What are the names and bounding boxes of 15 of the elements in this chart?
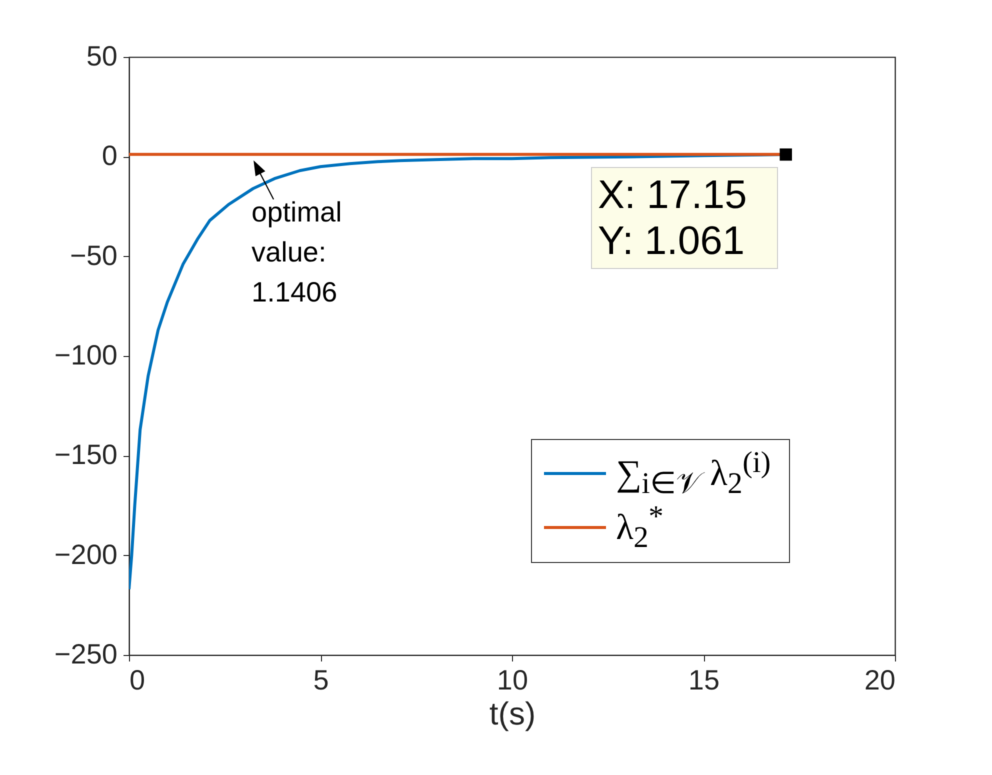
x-tick-label: 15	[688, 664, 720, 696]
x-tick-label: 20	[864, 664, 896, 696]
x-tick-label: 5	[313, 664, 329, 696]
y-tick-label: −250	[54, 638, 118, 670]
y-tick-label: −200	[54, 538, 118, 570]
y-tick-label: −50	[70, 240, 118, 271]
y-tick-label: −100	[54, 340, 118, 370]
x-tick-label: 0	[130, 664, 146, 696]
y-tick-label: 0	[102, 140, 118, 172]
y-tick-label: −150	[54, 439, 118, 470]
x-axis-title: t(s)	[489, 696, 536, 732]
x-tick-label: 10	[496, 664, 528, 696]
y-tick-label: 50	[86, 40, 118, 72]
annotation: optimal value: 1.1406	[252, 196, 342, 308]
annotation: X: 17.15 Y: 1.061	[590, 166, 778, 269]
